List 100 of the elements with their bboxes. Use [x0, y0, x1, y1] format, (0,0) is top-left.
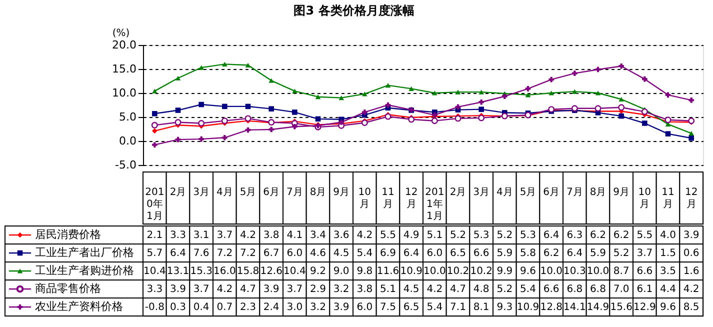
x-tick-label: 11月	[382, 187, 394, 210]
data-label: 5.7	[146, 248, 163, 259]
data-label: 3.8	[263, 230, 280, 241]
x-tick-label: 12月	[404, 187, 418, 210]
x-tick-label: 7月	[286, 187, 303, 198]
x-tick-label: 8月	[590, 187, 606, 198]
data-label: 9.0	[333, 266, 350, 277]
data-label: 6.0	[286, 248, 303, 259]
y-tick-label: 15.0	[112, 62, 136, 76]
data-label: 5.5	[636, 230, 653, 241]
data-label: 12.6	[260, 266, 282, 277]
data-label: 3.0	[286, 302, 303, 313]
data-label: 15.3	[190, 266, 212, 277]
data-label: 5.5	[380, 230, 396, 241]
data-label: 16.0	[214, 266, 236, 277]
data-label: 8.1	[473, 302, 490, 313]
data-label: 5.4	[426, 302, 443, 313]
data-label: 3.7	[286, 284, 303, 295]
legend-label: 商品零售价格	[35, 282, 101, 295]
data-label: 10.2	[470, 266, 492, 277]
data-label: 5.2	[496, 230, 513, 241]
legend-label: 农业生产资料价格	[35, 300, 123, 313]
x-tick-label: 4月	[496, 187, 513, 198]
data-label: 6.4	[543, 230, 560, 241]
x-tick-label: 2010年1月	[145, 187, 164, 222]
x-tick-label: 10月	[638, 187, 652, 210]
data-label: 4.0	[660, 230, 676, 241]
data-label: 2.1	[146, 230, 163, 241]
data-label: 4.2	[240, 230, 256, 241]
data-label: 6.4	[566, 248, 583, 259]
y-axis-title: (%)	[112, 28, 130, 39]
data-label: 10.0	[424, 266, 446, 277]
data-label: 6.4	[170, 248, 186, 259]
data-label: 9.6	[520, 266, 536, 277]
x-tick-label: 9月	[613, 187, 630, 198]
data-label: 0.7	[216, 302, 233, 313]
data-label: 4.8	[473, 284, 490, 295]
legend-label: 居民消费价格	[35, 228, 101, 241]
data-label: 5.2	[613, 248, 630, 259]
data-label: 5.8	[520, 248, 536, 259]
data-label: 3.2	[333, 284, 350, 295]
data-label: 0.3	[170, 302, 186, 313]
data-label: 3.3	[146, 284, 163, 295]
data-label: 3.9	[333, 302, 350, 313]
data-label: 3.7	[193, 284, 210, 295]
data-label: 9.3	[496, 302, 513, 313]
data-label: 7.2	[216, 248, 233, 259]
data-label: 7.6	[193, 248, 210, 259]
data-label: 10.2	[446, 266, 470, 277]
data-label: 6.0	[356, 302, 373, 313]
x-tick-label: 6月	[543, 187, 560, 198]
data-label: 4.5	[333, 248, 350, 259]
x-tick-label: 8月	[310, 187, 326, 198]
x-tick-label: 12月	[684, 187, 698, 210]
data-label: 6.2	[590, 230, 606, 241]
data-label: 4.1	[286, 230, 303, 241]
chart-title: 图3 各类价格月度涨幅	[294, 4, 414, 18]
data-label: 10.9	[516, 302, 540, 313]
y-tick-label: 20.0	[112, 38, 136, 52]
data-label: 10.4	[144, 266, 166, 277]
data-label: 7.0	[613, 284, 630, 295]
data-label: 9.2	[310, 266, 326, 277]
data-label: 6.5	[450, 248, 466, 259]
data-label: 6.8	[590, 284, 606, 295]
data-label: 4.2	[426, 284, 443, 295]
x-tick-label: 2月	[450, 187, 466, 198]
data-label: 5.1	[380, 284, 396, 295]
data-label: 15.6	[610, 302, 632, 313]
data-label: 6.6	[636, 266, 653, 277]
data-label: 12.8	[540, 302, 562, 313]
data-label: 7.5	[380, 302, 396, 313]
data-label: 1.6	[683, 266, 700, 277]
data-label: 5.9	[496, 248, 513, 259]
data-label: 4.2	[683, 284, 700, 295]
y-tick-label: 5.0	[119, 110, 136, 124]
x-tick-label: 11月	[662, 187, 674, 210]
data-label: 6.9	[380, 248, 396, 259]
y-tick-label: 10.0	[112, 86, 136, 100]
x-tick-label: 3月	[473, 187, 490, 198]
data-label: 6.5	[403, 302, 420, 313]
data-label: 5.2	[450, 230, 466, 241]
x-tick-label: 7月	[566, 187, 583, 198]
data-label: 6.6	[473, 248, 490, 259]
data-label: 3.3	[170, 230, 186, 241]
data-label: 15.8	[236, 266, 260, 277]
data-label: 2.4	[263, 302, 280, 313]
data-label: 5.2	[496, 284, 513, 295]
data-label: 9.6	[660, 302, 676, 313]
data-label: 6.6	[543, 284, 560, 295]
data-label: 8.7	[613, 266, 630, 277]
data-label: 9.8	[356, 266, 373, 277]
data-label: 4.6	[310, 248, 326, 259]
data-label: 6.3	[566, 230, 583, 241]
legend-label: 工业生产者出厂价格	[35, 246, 134, 259]
data-label: 1.5	[660, 248, 676, 259]
data-label: 5.3	[520, 230, 536, 241]
data-label: 6.4	[403, 248, 420, 259]
data-label: 7.2	[240, 248, 256, 259]
data-label: 3.5	[660, 266, 676, 277]
data-label: 10.3	[564, 266, 586, 277]
